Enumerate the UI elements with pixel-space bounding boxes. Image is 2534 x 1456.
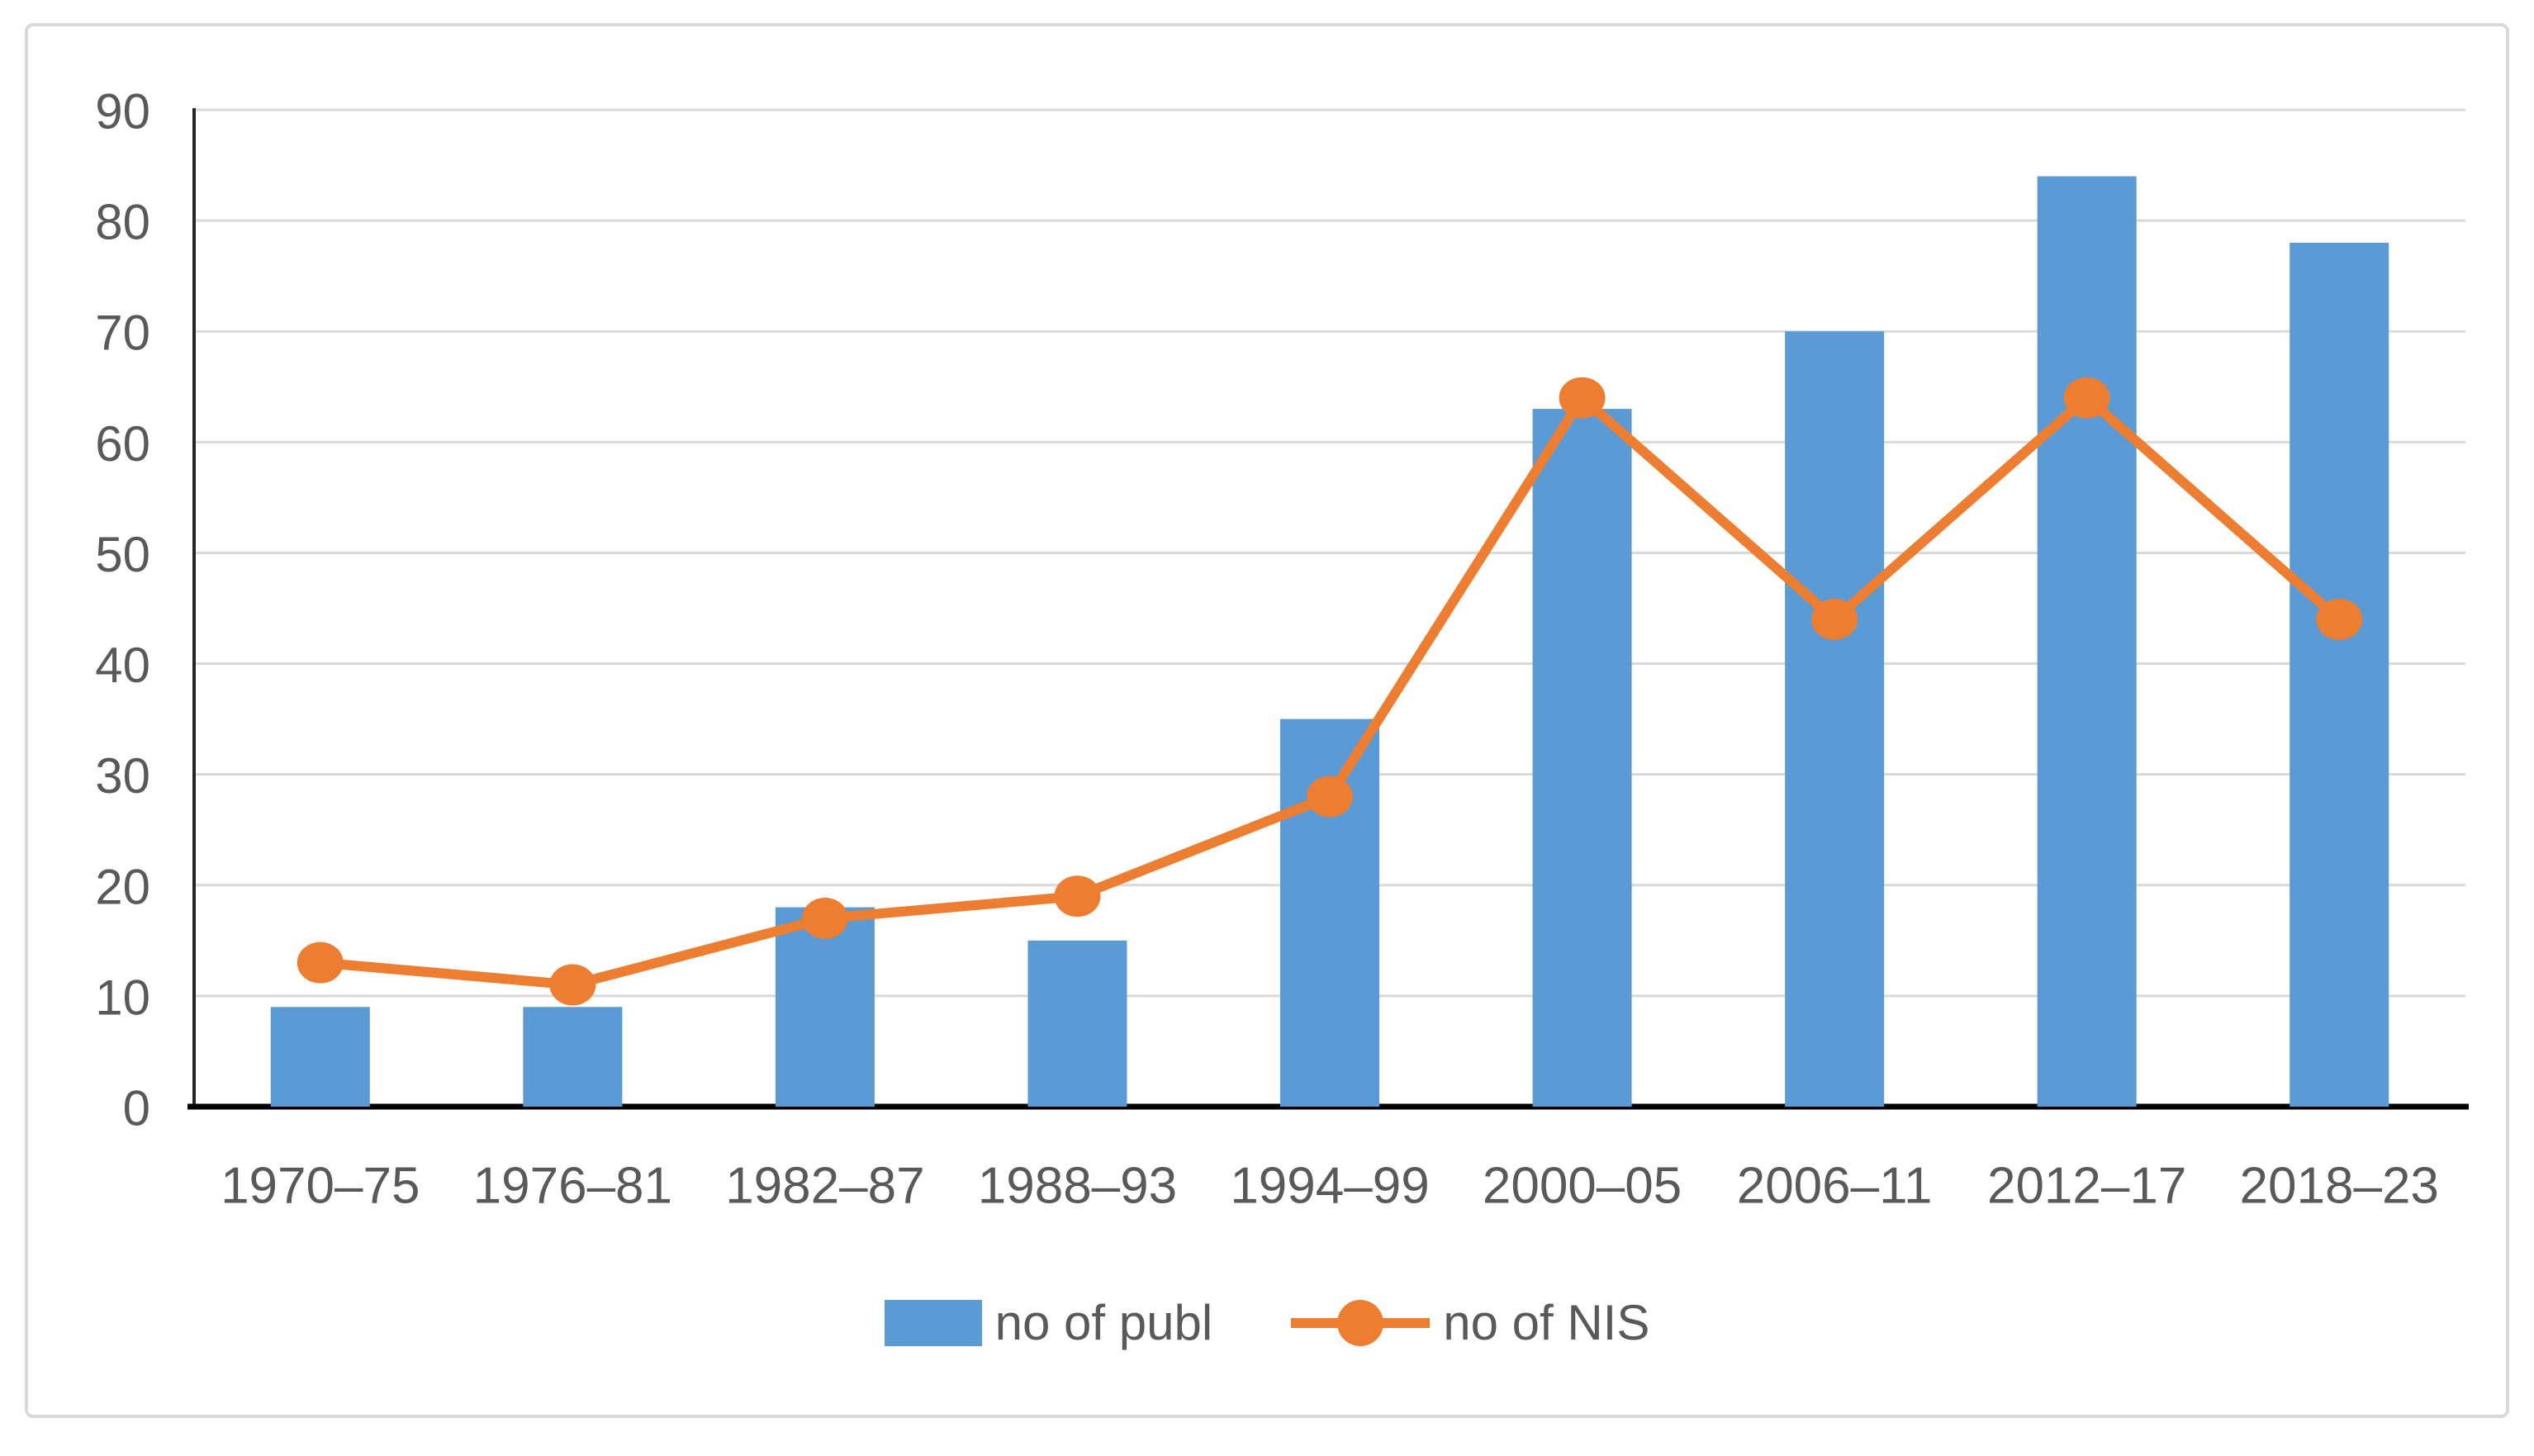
bar [270, 1007, 370, 1107]
line-marker [549, 964, 596, 1006]
y-axis-tick-label: 30 [95, 748, 150, 804]
bar [523, 1007, 623, 1107]
x-axis-category-label: 1988–93 [978, 1158, 1177, 1215]
bar [2290, 242, 2389, 1107]
x-axis-category-label: 2018–23 [2240, 1158, 2439, 1215]
line-marker [2063, 377, 2110, 419]
line-marker [1559, 377, 1606, 419]
line-marker [297, 941, 344, 984]
bar [1532, 409, 1632, 1107]
x-axis-category-label: 1976–81 [473, 1158, 672, 1215]
x-axis-category-label: 2006–11 [1737, 1158, 1933, 1215]
y-axis-tick-label: 40 [95, 638, 150, 693]
y-axis-tick-label: 20 [95, 859, 150, 914]
line-marker [801, 898, 848, 940]
x-axis-category-label: 2000–05 [1483, 1158, 1682, 1215]
x-axis-category-label: 1994–99 [1230, 1158, 1429, 1215]
y-axis-tick-label: 50 [95, 527, 150, 582]
line-marker [2316, 598, 2363, 640]
y-axis-tick-label: 0 [123, 1081, 150, 1136]
line-marker [1307, 775, 1353, 818]
bar [1785, 331, 1885, 1107]
y-axis-tick-label: 90 [95, 84, 150, 140]
y-axis-tick-label: 80 [95, 195, 150, 250]
line-marker [1054, 875, 1101, 918]
bar [775, 907, 875, 1107]
line-marker [1811, 598, 1858, 640]
x-axis-category-label: 1982–87 [725, 1158, 924, 1215]
y-axis-tick-label: 10 [95, 970, 150, 1025]
x-axis-category-label: 2012–17 [1987, 1158, 2186, 1215]
x-axis-category-label: 1970–75 [221, 1158, 420, 1215]
bar [1027, 940, 1127, 1107]
y-axis-tick-label: 70 [95, 306, 150, 361]
y-axis-tick-label: 60 [95, 416, 150, 472]
bar [2037, 176, 2137, 1107]
